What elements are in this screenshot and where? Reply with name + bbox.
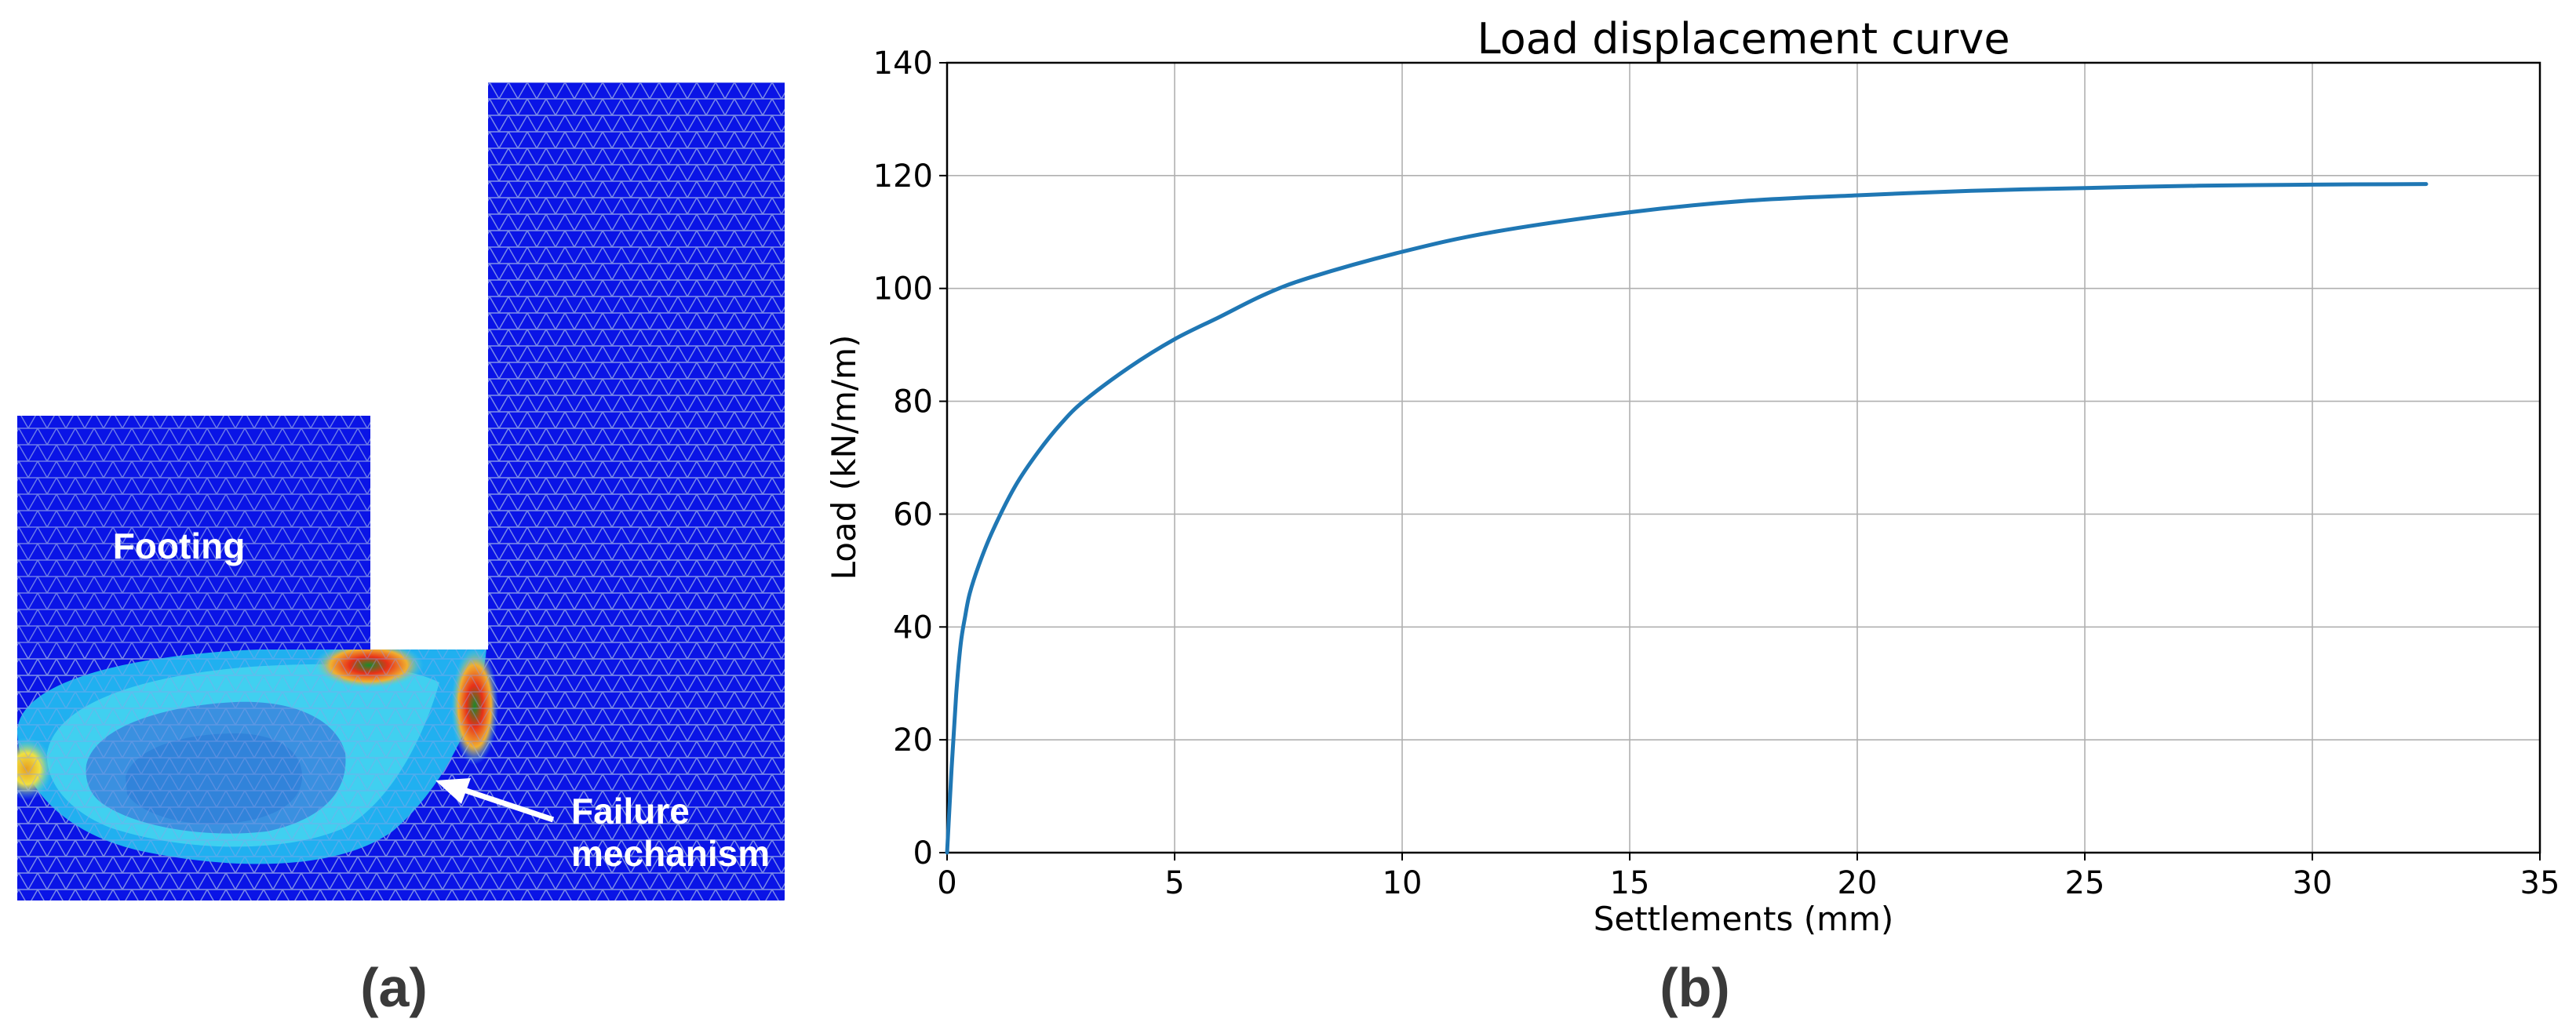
plot-frame	[946, 61, 2541, 854]
y-tick-label: 20	[893, 722, 933, 759]
series-line	[945, 182, 2428, 855]
y-tick-label: 80	[893, 384, 933, 420]
x-tick-label: 15	[1610, 865, 1650, 901]
failure-label-line2: mechanism	[571, 833, 770, 874]
x-tick-label: 5	[1164, 865, 1184, 901]
panel-b-chart: Load displacement curve 0 5 10 15 20 25 30 35 0 2…	[825, 14, 2560, 1018]
x-tick-label: 10	[1383, 865, 1423, 901]
failure-label-line1: Failure	[571, 791, 690, 831]
grid-lines	[946, 62, 2541, 853]
y-tick-label: 140	[873, 45, 933, 82]
x-axis-label: Settlements (mm)	[1594, 900, 1894, 938]
caption-a: (a)	[360, 957, 428, 1018]
x-tick-label: 30	[2293, 865, 2333, 901]
failure-arrow	[435, 778, 555, 823]
y-tick-label: 100	[873, 271, 933, 307]
y-tick-label: 60	[893, 497, 933, 533]
y-tick-label: 0	[913, 835, 933, 871]
caption-b: (b)	[1660, 957, 1729, 1018]
axis-ticks: 0 5 10 15 20 25 30 35 0 20 40 60 80 100 120 140	[873, 45, 2560, 901]
y-axis-label: Load (kN/m/m)	[825, 335, 863, 580]
y-tick-label: 40	[893, 609, 933, 646]
x-tick-label: 20	[1838, 865, 1878, 901]
footing-label: Footing	[113, 526, 246, 566]
footing-mesh	[17, 416, 370, 651]
panel-a-mesh: Footing Failure mechanism (a)	[17, 82, 785, 1018]
chart-title: Load displacement curve	[1477, 14, 2009, 64]
y-tick-label: 120	[873, 158, 933, 195]
x-tick-label: 25	[2065, 865, 2105, 901]
x-tick-label: 35	[2520, 865, 2560, 901]
x-tick-label: 0	[937, 865, 956, 901]
